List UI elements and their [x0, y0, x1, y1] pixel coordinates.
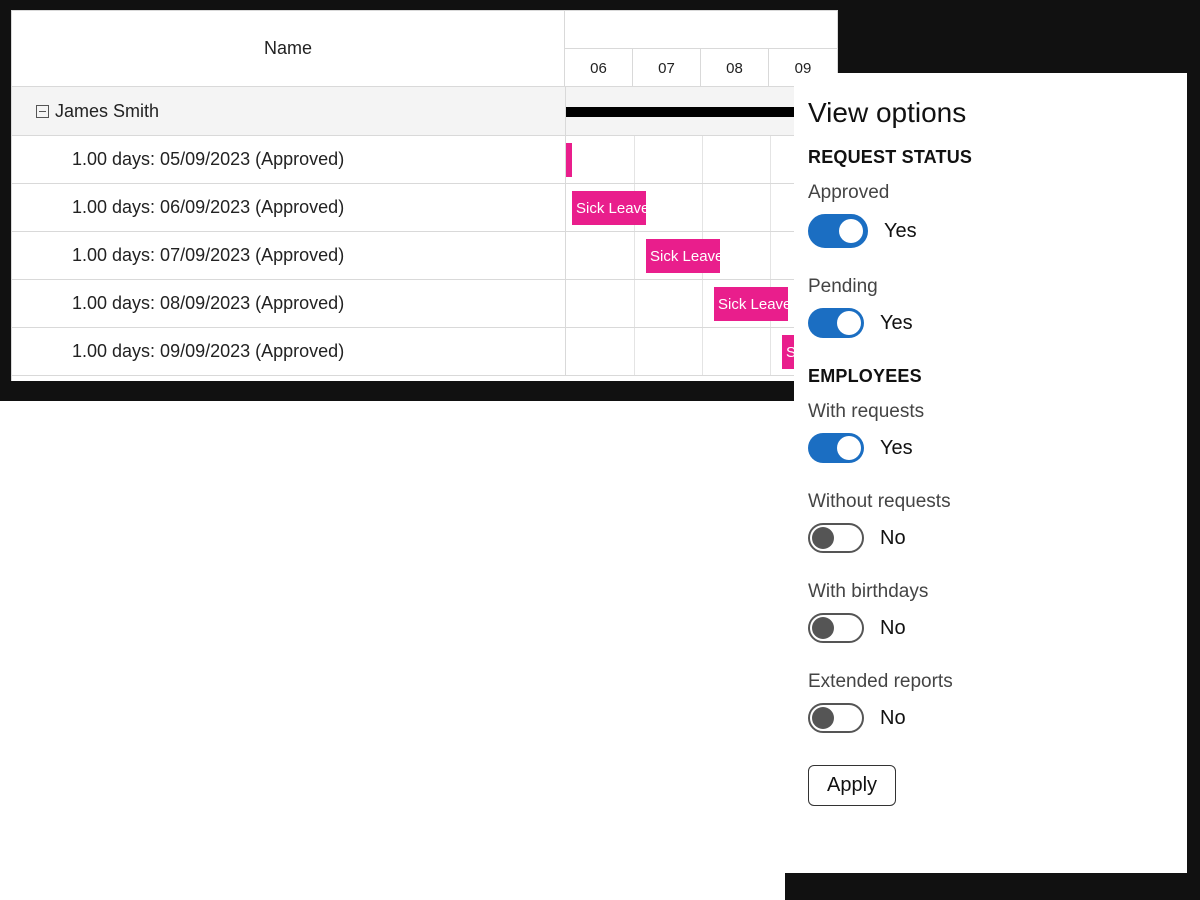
- task-block[interactable]: Sick Leave: [572, 191, 646, 225]
- row-label: 1.00 days: 08/09/2023 (Approved): [12, 280, 566, 327]
- apply-button[interactable]: Apply: [808, 765, 896, 806]
- frame: [0, 381, 837, 401]
- option-value: Yes: [884, 220, 917, 243]
- option-with-birthdays: With birthdays No: [808, 581, 1159, 643]
- option-approved: Approved Yes: [808, 182, 1159, 248]
- option-value: No: [880, 617, 906, 640]
- option-label: Pending: [808, 276, 1159, 298]
- frame: [785, 873, 1200, 900]
- task-block[interactable]: [566, 143, 572, 177]
- toggle-without-requests[interactable]: [808, 523, 864, 553]
- option-with-requests: With requests Yes: [808, 401, 1159, 463]
- task-block[interactable]: Sick Leave: [646, 239, 720, 273]
- option-extended-reports: Extended reports No: [808, 671, 1159, 733]
- day-header: 07: [633, 49, 701, 87]
- frame: [0, 0, 11, 401]
- option-value: Yes: [880, 312, 913, 335]
- day-header: 06: [565, 49, 633, 87]
- toggle-extended-reports[interactable]: [808, 703, 864, 733]
- option-without-requests: Without requests No: [808, 491, 1159, 553]
- group-row-name[interactable]: James Smith: [12, 87, 566, 135]
- option-label: Extended reports: [808, 671, 1159, 693]
- table-row[interactable]: 1.00 days: 06/09/2023 (Approved)Sick Lea…: [12, 184, 837, 232]
- table-row[interactable]: 1.00 days: 09/09/2023 (Approved)S: [12, 328, 837, 376]
- option-value: No: [880, 707, 906, 730]
- table-row[interactable]: 1.00 days: 08/09/2023 (Approved) Sick Lea…: [12, 280, 837, 328]
- frame: [838, 0, 1200, 73]
- column-header-name: Name: [12, 11, 565, 86]
- toggle-approved[interactable]: [808, 214, 868, 248]
- option-label: With birthdays: [808, 581, 1159, 603]
- row-label: 1.00 days: 09/09/2023 (Approved): [12, 328, 566, 375]
- table-row[interactable]: 1.00 days: 07/09/2023 (Approved) Sick Lea…: [12, 232, 837, 280]
- task-block[interactable]: Sick Leave: [714, 287, 788, 321]
- option-pending: Pending Yes: [808, 276, 1159, 338]
- view-options-panel: View options REQUEST STATUS Approved Yes…: [794, 73, 1187, 873]
- table-row[interactable]: 1.00 days: 05/09/2023 (Approved): [12, 136, 837, 184]
- option-value: Yes: [880, 437, 913, 460]
- row-label: 1.00 days: 05/09/2023 (Approved): [12, 136, 566, 183]
- panel-title: View options: [808, 97, 1159, 129]
- section-title-employees: EMPLOYEES: [808, 366, 1159, 387]
- row-label: 1.00 days: 07/09/2023 (Approved): [12, 232, 566, 279]
- group-row[interactable]: James Smith: [12, 87, 837, 136]
- section-title-request-status: REQUEST STATUS: [808, 147, 1159, 168]
- day-header: 08: [701, 49, 769, 87]
- schedule-panel: Name 06070809 James Smith 1.00 days: 05/…: [11, 10, 838, 381]
- toggle-pending[interactable]: [808, 308, 864, 338]
- toggle-with-requests[interactable]: [808, 433, 864, 463]
- group-label: James Smith: [55, 101, 159, 122]
- collapse-icon[interactable]: [36, 105, 49, 118]
- toggle-with-birthdays[interactable]: [808, 613, 864, 643]
- option-label: With requests: [808, 401, 1159, 423]
- row-label: 1.00 days: 06/09/2023 (Approved): [12, 184, 566, 231]
- option-label: Without requests: [808, 491, 1159, 513]
- schedule-header: Name 06070809: [12, 11, 837, 87]
- option-value: No: [880, 527, 906, 550]
- option-label: Approved: [808, 182, 1159, 204]
- frame: [1187, 73, 1200, 900]
